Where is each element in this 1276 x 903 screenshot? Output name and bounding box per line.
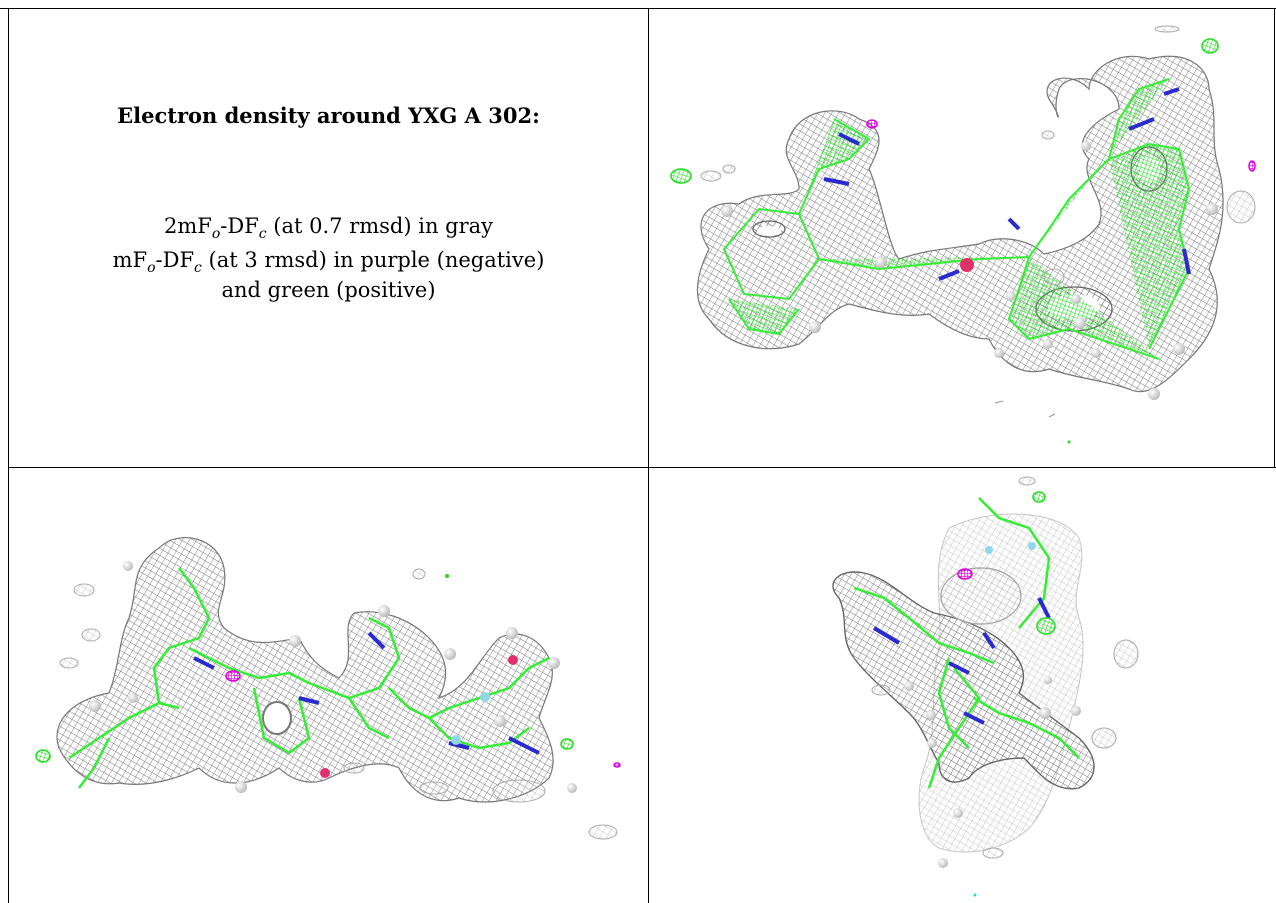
caption-line-2-b: -DF	[155, 248, 195, 272]
density-map-icon	[35, 537, 621, 840]
caption-line-2-c: (at 3 rmsd) in purple (negative)	[201, 248, 545, 272]
caption-line-1-sub-c: c	[258, 226, 267, 243]
caption-line-2-a: mF	[112, 248, 148, 272]
density-map-icon	[832, 476, 1139, 897]
caption-line-1-a: 2mF	[163, 214, 212, 238]
view-bottom-right	[649, 468, 1276, 903]
table-border-top	[0, 8, 1276, 9]
table-row-divider	[8, 467, 1276, 468]
caption-line-1-b: -DF	[220, 214, 259, 238]
caption-cell: Electron density around YXG A 302: 2mFo-…	[9, 9, 648, 467]
table-border-middle	[648, 8, 649, 903]
caption-line-2-sub-c: c	[194, 260, 202, 277]
caption-line-1: 2mFo-DFc (at 0.7 rmsd) in gray	[9, 211, 648, 249]
caption-line-1-sub-o: o	[211, 226, 221, 243]
view-bottom-left	[9, 468, 648, 903]
table-border-right	[1274, 8, 1275, 468]
caption-line-2-sub-o: o	[147, 260, 156, 277]
caption-line-2: mFo-DFc (at 3 rmsd) in purple (negative)	[9, 245, 648, 283]
caption-title: Electron density around YXG A 302:	[117, 103, 540, 128]
view-top-right	[649, 9, 1274, 467]
caption-line-3: and green (positive)	[221, 278, 436, 302]
density-map-icon	[670, 25, 1256, 444]
caption-line-1-c: (at 0.7 rmsd) in gray	[266, 214, 494, 238]
table-border-left	[8, 8, 9, 903]
